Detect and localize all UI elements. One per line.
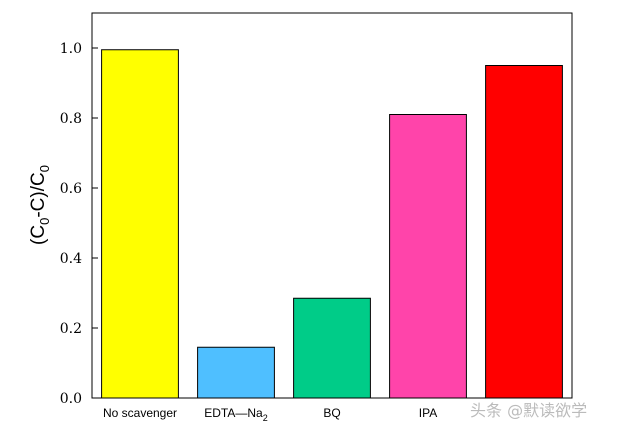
watermark: 头条 @默读欲学 <box>470 401 587 420</box>
x-category-label: EDTA—Na2 <box>204 406 267 423</box>
y-tick-label: 0.8 <box>60 111 82 127</box>
x-category-subscript: 2 <box>263 413 268 423</box>
x-axis-labels: No scavenger EDTA—Na2 BQ IPA <box>103 406 437 423</box>
y-axis-title: (C0-C)/C0 <box>28 165 52 245</box>
x-category-text: No scavenger <box>103 406 177 420</box>
y-axis-title-sub2: 0 <box>37 165 52 172</box>
bar <box>197 346 275 399</box>
x-category-label: BQ <box>323 406 340 420</box>
bar <box>293 297 371 399</box>
y-tick-label: 0.2 <box>60 321 82 337</box>
y-tick-label: 0.0 <box>60 391 82 407</box>
y-axis-ticks: 0.0 0.2 0.4 0.6 0.8 1.0 <box>60 41 98 407</box>
bars-group <box>101 49 563 399</box>
y-axis-title-part1: (C <box>28 225 49 245</box>
y-axis-title-sub1: 0 <box>37 218 52 225</box>
x-category-label: No scavenger <box>103 406 177 420</box>
y-axis-title-part2: -C)/C <box>28 172 49 217</box>
x-category-text: EDTA—Na <box>204 406 263 420</box>
y-tick-label: 0.4 <box>60 251 82 267</box>
x-category-text: IPA <box>419 406 437 420</box>
bar <box>389 114 467 399</box>
y-tick-label: 0.6 <box>60 181 82 197</box>
bar <box>101 49 179 399</box>
bar <box>485 65 563 399</box>
y-tick-label: 1.0 <box>60 41 82 57</box>
x-category-text: BQ <box>323 406 340 420</box>
x-category-label: IPA <box>419 406 437 420</box>
